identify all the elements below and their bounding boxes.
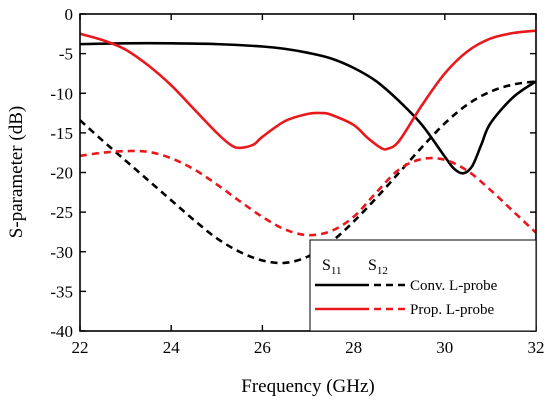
conv-s12-line — [80, 80, 536, 265]
legend: S11 S12 Conv. L-probe Prop. L-probe — [309, 239, 537, 332]
legend-header-s12-base: S — [368, 257, 377, 274]
y-tick-label: -20 — [50, 164, 73, 183]
y-tick-label: 0 — [65, 5, 74, 24]
y-tick-label: -35 — [50, 282, 73, 301]
conv-s11-line — [80, 41, 536, 175]
y-tick-label: -30 — [50, 243, 73, 262]
ticks-layer: 22 24 26 28 30 32 0 -5 -10 -15 -20 -25 -30 -35 -40 — [50, 5, 544, 357]
y-axis-title: S-parameter (dB) — [6, 106, 27, 238]
x-tick-label: 28 — [345, 338, 362, 357]
y-tick-label: -15 — [50, 124, 73, 143]
legend-header-s11-base: S — [322, 257, 331, 274]
legend-prop-label: Prop. L-probe — [410, 302, 494, 318]
x-tick-label: 32 — [528, 338, 545, 357]
x-tick-label: 30 — [436, 338, 453, 357]
y-tick-label: -25 — [50, 203, 73, 222]
x-tick-label: 26 — [254, 338, 271, 357]
legend-header-s12: S12 — [368, 257, 388, 277]
legend-header-s12-sub: 12 — [377, 265, 388, 277]
x-axis-title: Frequency (GHz) — [241, 376, 374, 397]
prop-s12-line — [80, 149, 536, 237]
y-tick-label: -10 — [50, 84, 73, 103]
legend-header-s11-sub: 11 — [331, 265, 342, 277]
series-layer — [80, 29, 536, 265]
x-tick-label: 24 — [163, 338, 181, 357]
x-tick-label: 22 — [72, 338, 89, 357]
y-tick-label: -40 — [50, 322, 73, 341]
legend-conv-label: Conv. L-probe — [410, 278, 498, 294]
y-tick-label: -5 — [59, 45, 73, 64]
prop-s11-line — [80, 29, 536, 151]
legend-header-s11: S11 — [322, 257, 342, 277]
